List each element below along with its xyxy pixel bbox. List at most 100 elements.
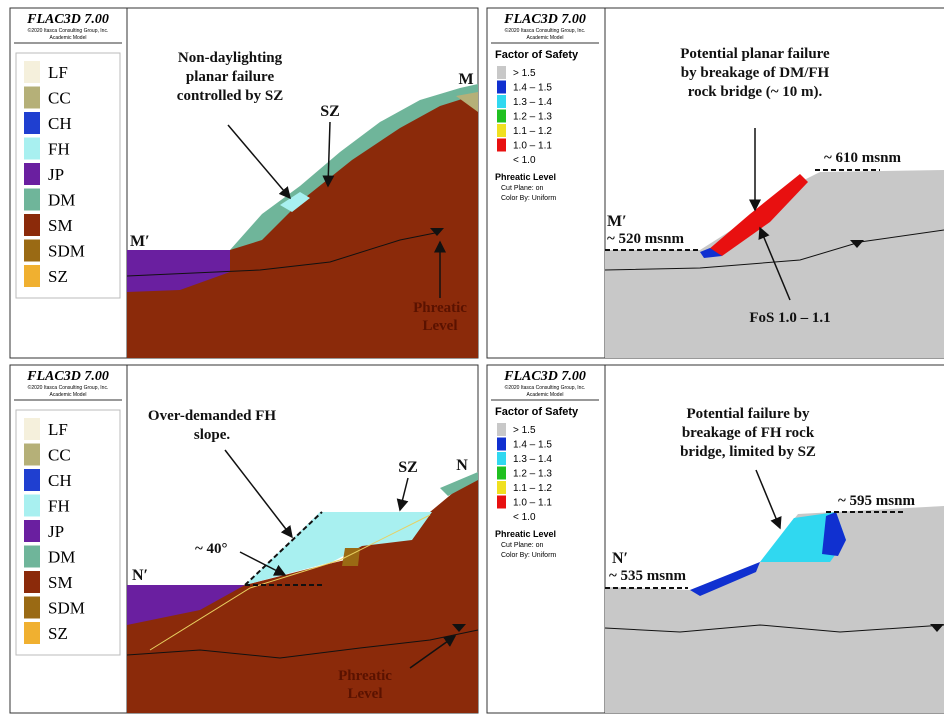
legend-label: LF <box>48 63 68 82</box>
header-title: FLAC3D 7.00 <box>503 369 586 384</box>
legend-swatch <box>497 66 506 79</box>
legend-swatch <box>497 81 506 94</box>
legend-label: DM <box>48 548 75 567</box>
header-copyright: ©2020 Itasca Consulting Group, Inc. <box>28 27 109 34</box>
annotation: Level <box>348 686 383 702</box>
annotation: Over-demanded FH <box>148 408 277 424</box>
legend-swatch <box>24 444 40 466</box>
legend-label: CH <box>48 471 72 490</box>
legend-panel: FLAC3D 7.00©2020 Itasca Consulting Group… <box>14 369 122 655</box>
legend-swatch <box>497 139 506 152</box>
legend-label: DM <box>48 191 75 210</box>
legend-label: CH <box>48 114 72 133</box>
legend-swatch <box>497 438 506 451</box>
legend-label: SZ <box>48 624 68 643</box>
header-title: FLAC3D 7.00 <box>26 369 109 384</box>
section-label: M <box>458 71 473 88</box>
legend-label: CC <box>48 446 71 465</box>
annotation: by breakage of DM/FH <box>681 65 830 81</box>
legend-swatch <box>497 110 506 123</box>
legend-label: SDM <box>48 242 85 261</box>
legend-label: 1.4 – 1.5 <box>513 440 552 451</box>
annotation: ~ 610 msnm <box>824 150 901 166</box>
legend-label: 1.4 – 1.5 <box>513 83 552 94</box>
legend-swatch <box>24 240 40 262</box>
section-label: N′ <box>612 550 628 567</box>
header-model: Academic Model <box>50 35 87 41</box>
annotation: SZ <box>398 459 418 476</box>
section-label: M′ <box>607 213 627 230</box>
legend-swatch <box>24 622 40 644</box>
legend-note: Phreatic Level <box>495 529 556 539</box>
legend-swatch <box>24 112 40 134</box>
legend-swatch <box>24 87 40 109</box>
header-model: Academic Model <box>527 35 564 41</box>
header-title: FLAC3D 7.00 <box>503 12 586 27</box>
legend-label: > 1.5 <box>513 425 536 436</box>
legend-swatch <box>24 520 40 542</box>
legend-label: 1.3 – 1.4 <box>513 97 552 108</box>
figure: Non-daylighting planar failure controlle… <box>0 0 944 715</box>
legend-swatch <box>24 546 40 568</box>
legend-swatch <box>24 571 40 593</box>
legend-swatch <box>497 510 506 523</box>
legend-label: < 1.0 <box>513 155 536 166</box>
legend-title: Factor of Safety <box>495 406 579 418</box>
annotation: controlled by SZ <box>177 88 283 104</box>
header-model: Academic Model <box>50 392 87 398</box>
section-label: N′ <box>132 567 148 584</box>
legend-label: FH <box>48 497 70 516</box>
annotation: Potential planar failure <box>680 46 830 62</box>
annotation: ~ 595 msnm <box>838 493 915 509</box>
legend-swatch <box>24 163 40 185</box>
legend-note: Phreatic Level <box>495 172 556 182</box>
annotation: Phreatic <box>413 300 467 316</box>
legend-swatch <box>24 418 40 440</box>
legend-label: 1.1 – 1.2 <box>513 483 552 494</box>
legend-label: SM <box>48 573 73 592</box>
legend-swatch <box>24 189 40 211</box>
annotation: SZ <box>320 103 340 120</box>
legend-note: Cut Plane: on <box>501 542 544 549</box>
legend-label: 1.3 – 1.4 <box>513 454 552 465</box>
legend-label: 1.2 – 1.3 <box>513 112 552 123</box>
legend-swatch <box>24 495 40 517</box>
legend-swatch <box>24 597 40 619</box>
annotation: planar failure <box>186 69 275 85</box>
legend-label: 1.1 – 1.2 <box>513 126 552 137</box>
legend-label: LF <box>48 420 68 439</box>
legend-title: Factor of Safety <box>495 49 579 61</box>
legend-swatch <box>24 265 40 287</box>
legend-swatch <box>497 452 506 465</box>
legend-label: JP <box>48 522 64 541</box>
legend-swatch <box>497 153 506 166</box>
legend-label: 1.2 – 1.3 <box>513 469 552 480</box>
annotation: FoS 1.0 – 1.1 <box>749 310 830 326</box>
annotation: Level <box>423 318 458 334</box>
legend-label: SM <box>48 216 73 235</box>
annotation: Phreatic <box>338 668 392 684</box>
header-title: FLAC3D 7.00 <box>26 12 109 27</box>
annotation: rock bridge (~ 10 m). <box>688 84 823 100</box>
header-model: Academic Model <box>527 392 564 398</box>
header-copyright: ©2020 Itasca Consulting Group, Inc. <box>505 384 586 391</box>
annotation: Potential failure by <box>686 406 810 422</box>
legend-label: CC <box>48 89 71 108</box>
legend-label: JP <box>48 165 64 184</box>
section-label: M′ <box>130 233 150 250</box>
legend-note: Color By: Uniform <box>501 195 556 202</box>
annotation: Non-daylighting <box>178 50 283 66</box>
annotation: ~ 535 msnm <box>609 568 686 584</box>
legend-swatch <box>24 214 40 236</box>
legend-label: SZ <box>48 267 68 286</box>
legend-label: > 1.5 <box>513 68 536 79</box>
section-label: N <box>456 457 468 474</box>
legend-swatch <box>24 138 40 160</box>
legend-label: 1.0 – 1.1 <box>513 141 552 152</box>
legend-swatch <box>497 467 506 480</box>
legend-swatch <box>24 61 40 83</box>
legend-swatch <box>24 469 40 491</box>
header-copyright: ©2020 Itasca Consulting Group, Inc. <box>505 27 586 34</box>
annotation: bridge, limited by SZ <box>680 444 816 460</box>
annotation: ~ 520 msnm <box>607 231 684 247</box>
